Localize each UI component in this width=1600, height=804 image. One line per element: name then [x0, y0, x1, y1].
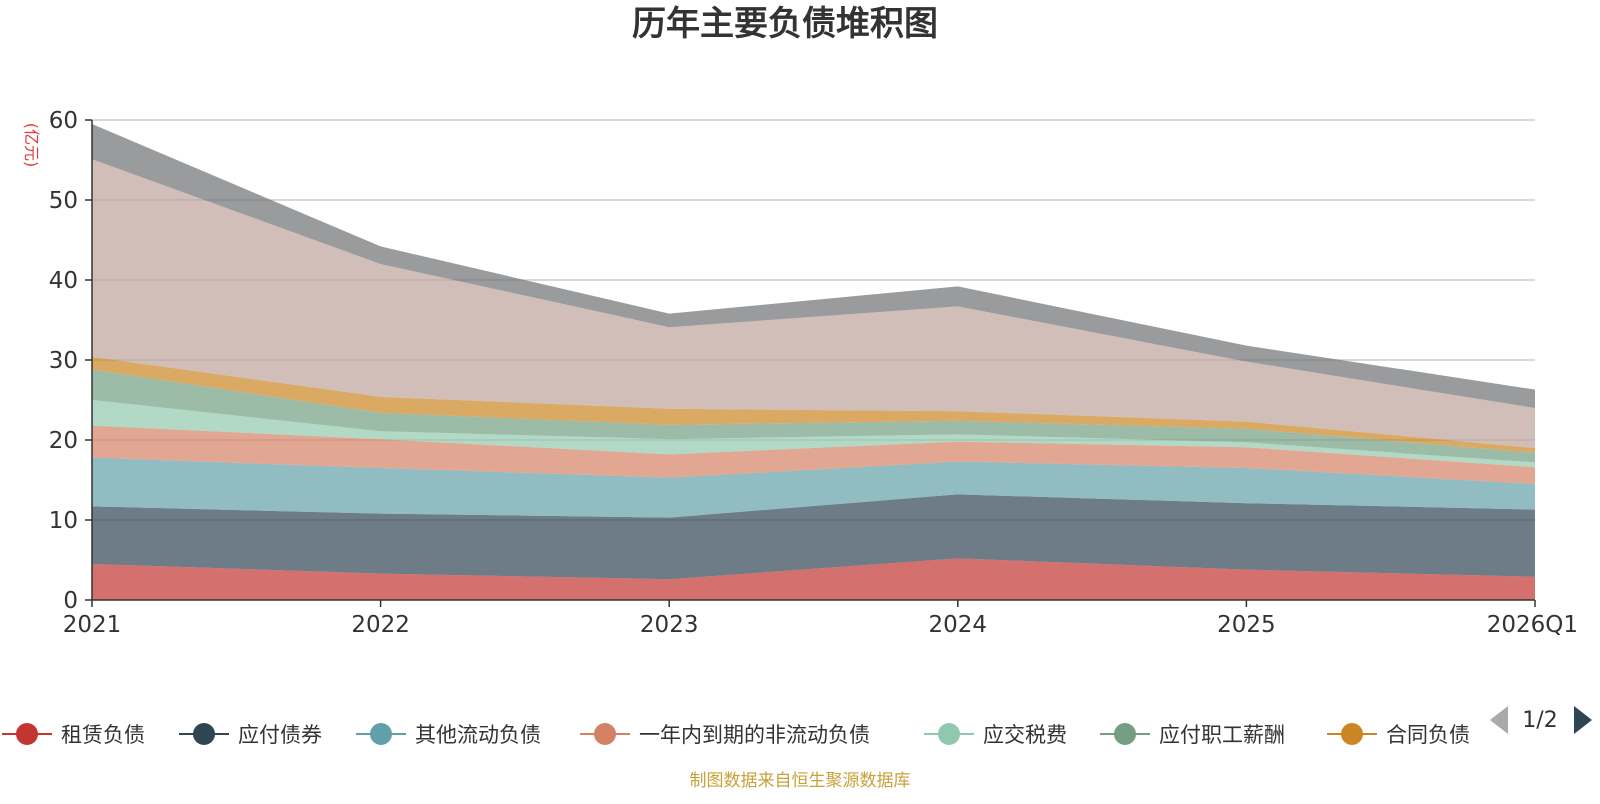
legend-circle-marker — [1341, 723, 1363, 745]
y-tick-label: 60 — [49, 108, 78, 134]
legend-circle-marker — [1114, 723, 1136, 745]
y-tick-label: 30 — [49, 348, 78, 374]
legend-page-indicator: 1/2 — [1522, 708, 1557, 733]
legend-label: 应交税费 — [983, 723, 1067, 747]
y-tick-label: 10 — [49, 508, 78, 534]
source-note: 制图数据来自恒生聚源数据库 — [690, 771, 911, 791]
x-tick-label: 2026Q1 — [1487, 612, 1578, 638]
legend-circle-marker — [370, 723, 392, 745]
legend-pager[interactable]: 1/2 — [1490, 706, 1592, 734]
y-tick-label: 50 — [49, 188, 78, 214]
area-series-0[interactable] — [92, 558, 1535, 600]
legend-circle-marker — [938, 723, 960, 745]
chart-title: 历年主要负债堆积图 — [632, 4, 938, 44]
legend-item-2[interactable]: 其他流动负债 — [356, 723, 541, 747]
axes: 2021 2022 2023 2024 2025 2026Q1 — [63, 120, 1578, 638]
x-tick-label: 2021 — [63, 612, 122, 638]
legend-item-4[interactable]: 应交税费 — [924, 723, 1067, 747]
legend-item-1[interactable]: 应付债券 — [179, 723, 322, 747]
x-tick-label: 2023 — [640, 612, 699, 638]
legend-circle-marker — [16, 723, 38, 745]
y-axis-unit-label: (亿元) — [22, 123, 41, 168]
legend-next-page-icon[interactable] — [1574, 706, 1592, 734]
area-series-1[interactable] — [92, 494, 1535, 580]
area-series-2[interactable] — [92, 457, 1535, 518]
x-tick-label: 2024 — [929, 612, 988, 638]
legend-item-6[interactable]: 合同负债 — [1327, 723, 1470, 747]
area-series-8[interactable] — [92, 124, 1535, 408]
y-tick-label: 20 — [49, 428, 78, 454]
legend-circle-marker — [594, 723, 616, 745]
legend-item-3[interactable]: 一年内到期的非流动负债 — [580, 723, 870, 747]
area-series-6[interactable] — [92, 356, 1535, 453]
legend-item-5[interactable]: 应付职工薪酬 — [1100, 723, 1285, 747]
area-series-4[interactable] — [92, 400, 1535, 468]
legend[interactable]: 租赁负债 应付债券 其他流动负债 一年内到期的非流动负债 应交税费 应付职工薪酬 合同负债 — [2, 723, 1470, 747]
y-tick-label: 0 — [63, 588, 78, 614]
x-tick-label: 2025 — [1217, 612, 1276, 638]
legend-label: 应付债券 — [238, 723, 322, 747]
y-tick-label: 40 — [49, 268, 78, 294]
legend-circle-marker — [193, 723, 215, 745]
legend-item-0[interactable]: 租赁负债 — [2, 723, 145, 747]
legend-prev-page-icon[interactable] — [1490, 706, 1508, 734]
legend-label: 一年内到期的非流动负债 — [639, 723, 870, 747]
area-series-3[interactable] — [92, 425, 1535, 484]
legend-label: 租赁负债 — [61, 723, 145, 747]
x-tick-label: 2022 — [351, 612, 410, 638]
legend-label: 其他流动负债 — [415, 723, 541, 747]
area-series-layer — [92, 124, 1535, 600]
area-series-7[interactable] — [92, 159, 1535, 448]
legend-label: 应付职工薪酬 — [1159, 723, 1285, 747]
legend-label: 合同负债 — [1386, 723, 1470, 747]
area-series-5[interactable] — [92, 369, 1535, 463]
